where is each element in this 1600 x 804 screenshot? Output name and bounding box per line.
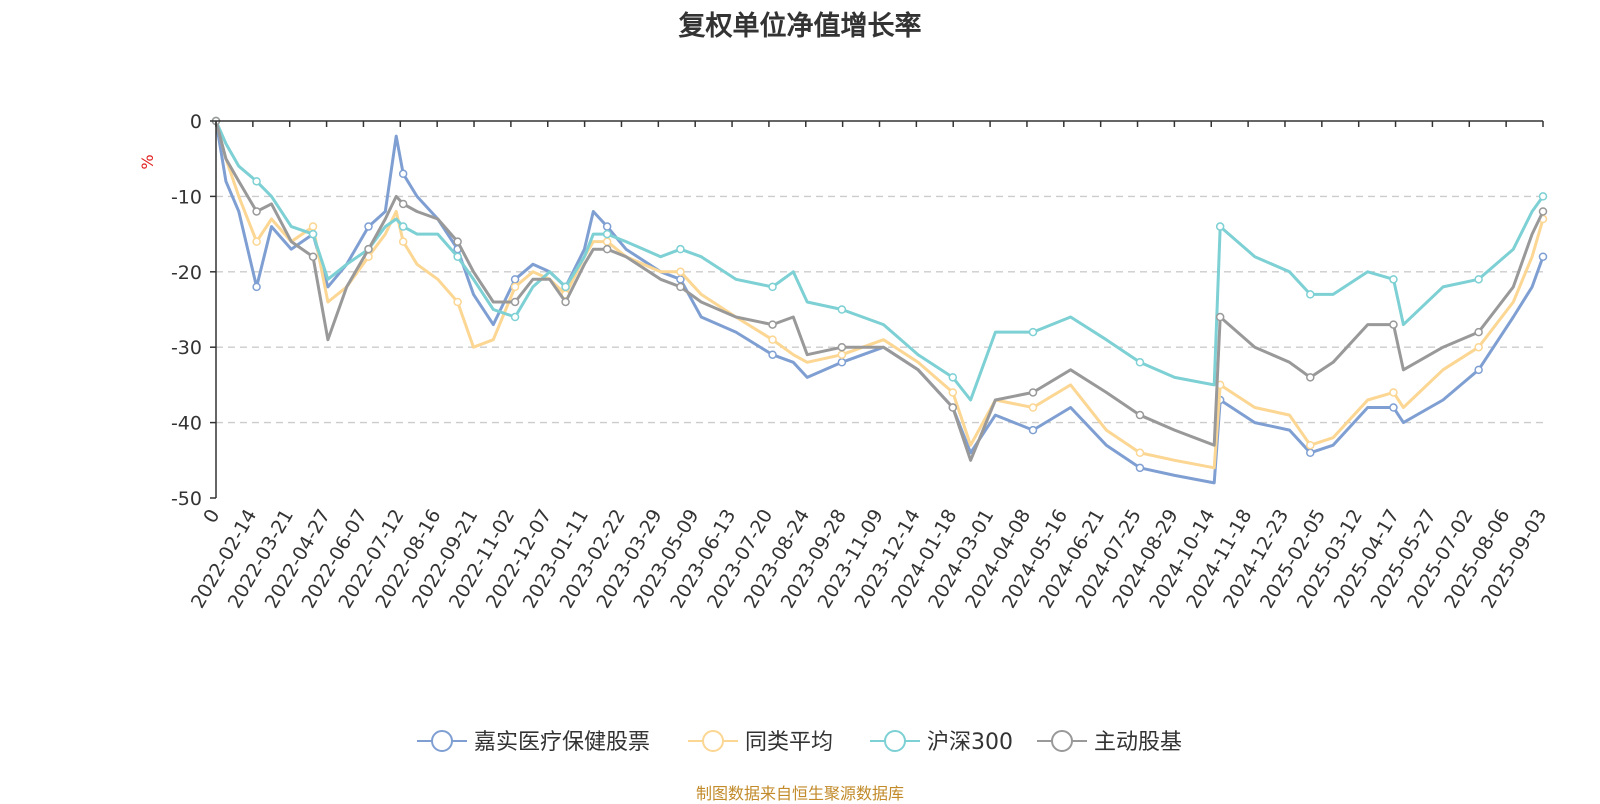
series-lines bbox=[211, 116, 1548, 485]
data-point bbox=[1028, 327, 1038, 337]
data-point bbox=[510, 312, 520, 322]
data-point bbox=[308, 252, 318, 261]
legend-swatch-marker bbox=[884, 730, 906, 752]
data-point bbox=[1135, 410, 1145, 420]
legend-swatch-marker bbox=[702, 730, 724, 752]
series-line-2 bbox=[214, 120, 1545, 402]
data-point bbox=[948, 403, 958, 412]
data-point bbox=[453, 297, 462, 307]
data-point bbox=[768, 282, 777, 292]
y-tick-label: -30 bbox=[171, 337, 202, 359]
legend-swatch-marker bbox=[1051, 730, 1073, 752]
data-point bbox=[948, 388, 958, 397]
legend-item-3[interactable]: 主动股基 bbox=[1037, 730, 1182, 755]
legend-label: 主动股基 bbox=[1094, 730, 1182, 755]
data-point bbox=[308, 222, 318, 231]
data-point bbox=[1389, 275, 1398, 284]
data-point bbox=[398, 222, 408, 231]
data-point bbox=[1474, 275, 1483, 284]
axes: 0-10-20-30-40-5002022-02-142022-03-21202… bbox=[171, 111, 1551, 612]
data-point bbox=[561, 282, 570, 292]
data-point bbox=[1028, 388, 1038, 397]
legend[interactable]: 嘉实医疗保健股票 同类平均 沪深300 主动股基 bbox=[417, 730, 1182, 755]
data-point bbox=[510, 282, 520, 292]
data-point bbox=[1215, 312, 1225, 322]
data-point bbox=[308, 229, 318, 239]
data-point bbox=[676, 275, 685, 284]
data-point bbox=[1215, 222, 1225, 231]
legend-item-0[interactable]: 嘉实医疗保健股票 bbox=[417, 730, 650, 755]
legend-label: 沪深300 bbox=[927, 730, 1013, 755]
data-point bbox=[398, 237, 408, 246]
data-point bbox=[1306, 440, 1315, 450]
series-line-3 bbox=[214, 120, 1545, 462]
data-point bbox=[602, 237, 612, 246]
legend-label: 同类平均 bbox=[745, 730, 833, 755]
data-point bbox=[1028, 425, 1038, 435]
data-point bbox=[561, 297, 570, 307]
data-point bbox=[398, 169, 408, 179]
data-point bbox=[1389, 320, 1398, 329]
data-point bbox=[676, 282, 685, 292]
y-tick-label: 0 bbox=[190, 111, 202, 133]
data-point bbox=[948, 373, 958, 382]
data-point bbox=[1389, 388, 1398, 397]
data-point bbox=[510, 297, 520, 307]
legend-item-1[interactable]: 同类平均 bbox=[688, 730, 833, 755]
data-point bbox=[676, 267, 685, 277]
data-point bbox=[1306, 373, 1315, 382]
legend-item-2[interactable]: 沪深300 bbox=[870, 730, 1013, 755]
data-point bbox=[1135, 463, 1145, 473]
data-source-note: 制图数据来自恒生聚源数据库 bbox=[695, 784, 904, 803]
legend-swatch-marker bbox=[431, 730, 453, 752]
data-point bbox=[1474, 327, 1483, 337]
y-tick-label: -40 bbox=[171, 413, 202, 435]
data-point bbox=[602, 229, 612, 239]
data-point bbox=[1538, 192, 1548, 201]
data-point bbox=[364, 222, 373, 231]
data-point bbox=[1306, 290, 1315, 299]
data-point bbox=[768, 350, 777, 359]
data-point bbox=[453, 237, 462, 246]
data-point bbox=[398, 199, 408, 209]
data-point bbox=[837, 342, 847, 352]
x-tick-label: 0 bbox=[199, 506, 224, 527]
data-point bbox=[1135, 448, 1145, 458]
data-point bbox=[602, 244, 612, 254]
y-tick-label: -20 bbox=[171, 262, 202, 284]
data-point bbox=[676, 244, 685, 254]
data-point bbox=[602, 222, 612, 231]
data-point bbox=[252, 207, 261, 216]
data-point bbox=[1389, 403, 1398, 412]
legend-label: 嘉实医疗保健股票 bbox=[474, 730, 650, 755]
data-point bbox=[837, 350, 847, 359]
y-tick-label: -50 bbox=[171, 488, 202, 510]
data-point bbox=[1538, 207, 1548, 216]
data-point bbox=[252, 177, 261, 186]
data-point bbox=[1474, 342, 1483, 352]
chart-title: 复权单位净值增长率 bbox=[678, 11, 922, 42]
data-point bbox=[768, 335, 777, 344]
series-line-0 bbox=[214, 120, 1545, 485]
grid-lines bbox=[216, 195, 1543, 424]
data-point bbox=[837, 305, 847, 314]
data-point bbox=[768, 320, 777, 329]
data-point bbox=[252, 237, 261, 246]
data-point bbox=[1135, 358, 1145, 367]
data-point bbox=[1474, 365, 1483, 375]
y-axis-unit-label: % bbox=[138, 154, 157, 169]
y-tick-label: -10 bbox=[171, 186, 202, 208]
data-point bbox=[1028, 403, 1038, 412]
data-point bbox=[1538, 252, 1548, 261]
data-point bbox=[510, 275, 520, 284]
data-point bbox=[837, 358, 847, 367]
data-point bbox=[1306, 448, 1315, 458]
data-point bbox=[252, 282, 261, 292]
series-line-1 bbox=[214, 120, 1545, 470]
data-point bbox=[364, 244, 373, 254]
data-point bbox=[453, 252, 462, 261]
